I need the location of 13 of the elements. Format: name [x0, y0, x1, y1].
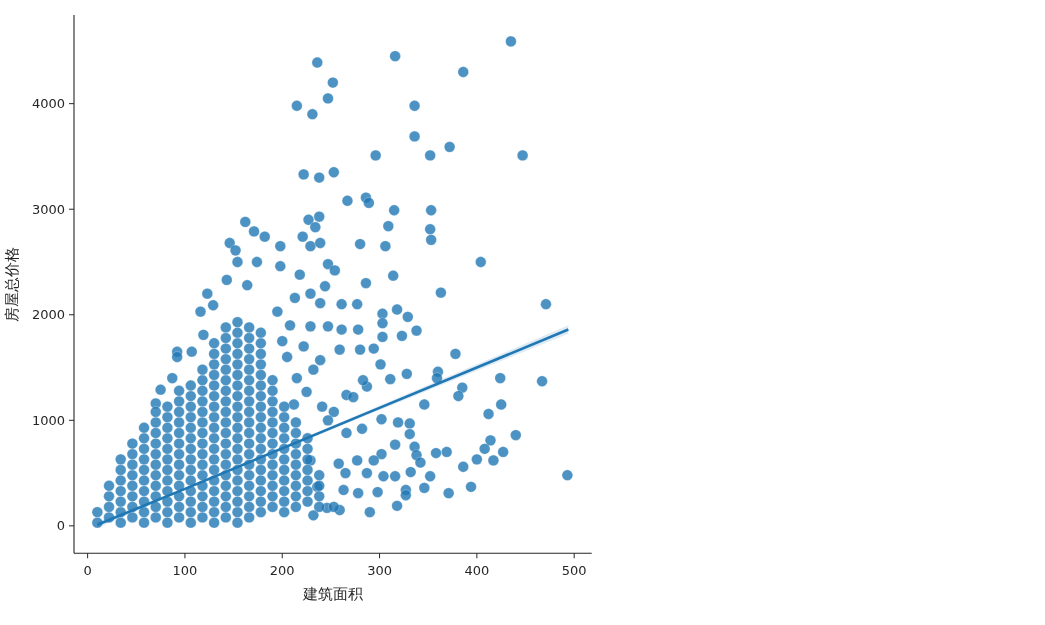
y-tick-label: 3000 [31, 201, 65, 217]
x-tick-label: 0 [83, 563, 92, 579]
x-tick-label: 300 [367, 563, 392, 579]
y-tick-label: 4000 [31, 96, 65, 112]
y-tick-label: 0 [56, 518, 65, 534]
y-tick-label: 2000 [31, 307, 65, 323]
x-tick-label: 200 [269, 563, 295, 579]
x-tick-label: 100 [172, 563, 198, 579]
y-axis-title: 房屋总价格 [3, 246, 21, 322]
y-tick-label: 1000 [31, 412, 65, 428]
x-tick-label: 400 [464, 563, 490, 579]
x-axis-title: 建筑面积 [301, 585, 363, 603]
x-tick-label: 500 [561, 563, 587, 579]
